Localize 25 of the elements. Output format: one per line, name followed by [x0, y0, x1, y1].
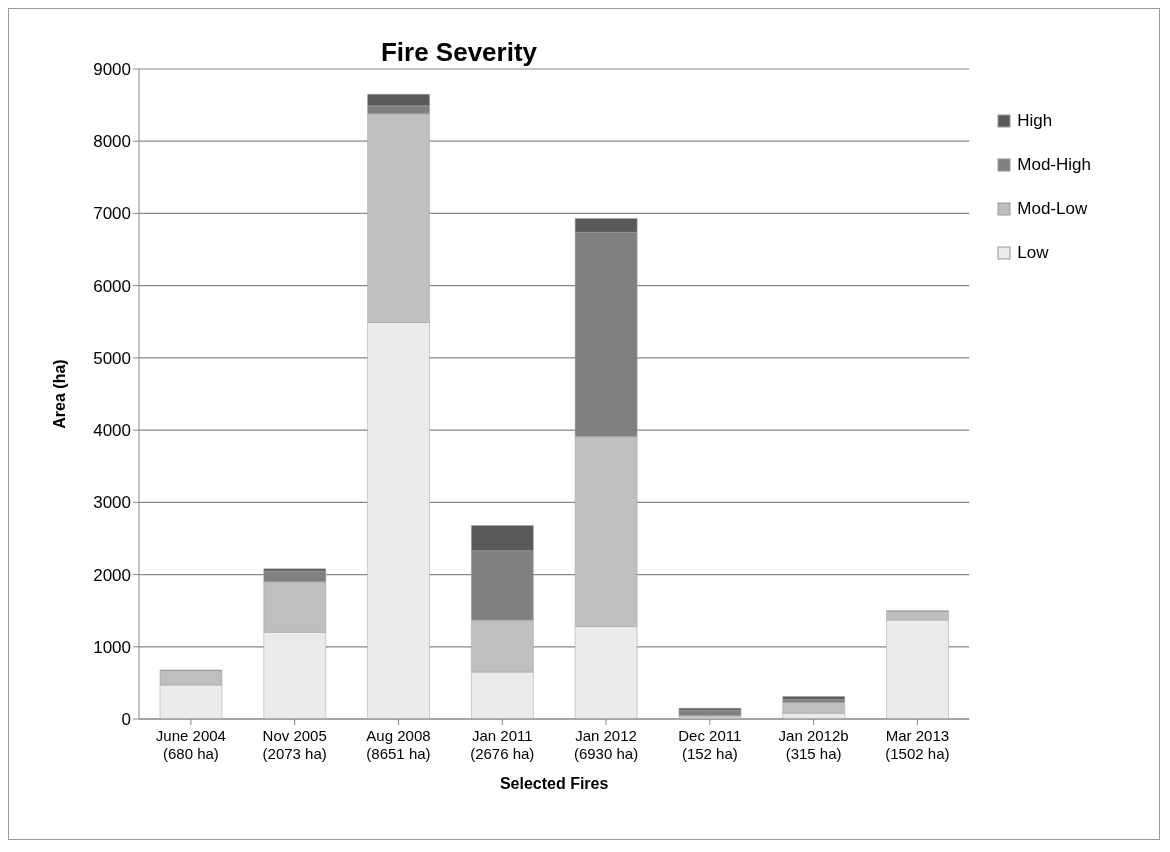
x-tick-label: Dec 2011 (152 ha) — [678, 727, 742, 762]
legend-label: Mod-High — [1017, 154, 1091, 176]
x-tick-label: Jan 2011 (2676 ha) — [470, 727, 535, 762]
y-tick-label: 8000 — [93, 132, 131, 152]
legend-label: Mod-Low — [1017, 198, 1088, 220]
x-tick-label: Aug 2008 (8651 ha) — [366, 727, 431, 762]
y-tick-label: 7000 — [93, 204, 131, 224]
y-tick-label: 1000 — [93, 637, 131, 657]
chart-title: Fire Severity — [380, 37, 538, 67]
legend-label: Low — [1017, 242, 1049, 264]
x-tick-label: Nov 2005 (2073 ha) — [262, 727, 327, 762]
y-tick-label: 0 — [121, 710, 131, 730]
x-tick-label: Jan 2012b (315 ha) — [778, 727, 849, 762]
y-tick-label: 6000 — [93, 276, 131, 296]
legend-label: High — [1017, 110, 1053, 132]
y-axis-title: Area (ha) — [50, 359, 68, 429]
x-tick-label: June 2004 (680 ha) — [155, 727, 226, 762]
y-tick-label: 3000 — [93, 493, 131, 513]
y-tick-label: 2000 — [93, 565, 131, 585]
y-tick-label: 4000 — [93, 421, 131, 441]
x-axis-title: Selected Fires — [499, 775, 609, 792]
x-tick-label: Mar 2013 (1502 ha) — [885, 727, 950, 762]
y-tick-label: 9000 — [93, 60, 131, 80]
x-tick-label: Jan 2012 (6930 ha) — [573, 727, 639, 762]
y-tick-label: 5000 — [93, 348, 131, 368]
